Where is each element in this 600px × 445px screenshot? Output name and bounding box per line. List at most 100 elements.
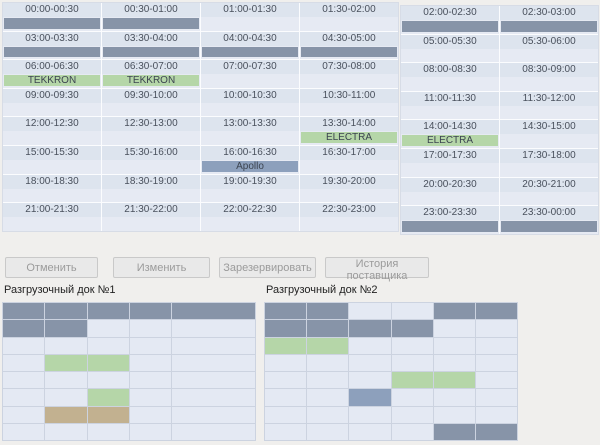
free-slot[interactable]: [500, 77, 598, 91]
booking-bar[interactable]: ELECTRA: [402, 135, 498, 146]
time-slot-label: 14:30-15:00: [500, 120, 598, 135]
free-slot[interactable]: [401, 77, 499, 91]
free-slot[interactable]: [3, 131, 101, 145]
mini-slot-free: [265, 372, 307, 389]
occupied-slot[interactable]: [501, 21, 597, 32]
time-slot-label: 03:30-04:00: [102, 31, 200, 46]
mini-slot-free: [265, 406, 307, 423]
dock-2-overview-grid[interactable]: [264, 302, 518, 441]
time-slot-label: 23:30-00:00: [500, 206, 598, 221]
time-slot-cell: 08:00-08:30: [401, 63, 499, 91]
free-slot[interactable]: [300, 189, 398, 203]
dock-1-overview-grid[interactable]: [2, 302, 256, 441]
free-slot[interactable]: [102, 217, 200, 231]
free-slot[interactable]: [102, 189, 200, 203]
mini-slot-occupied: [265, 320, 307, 337]
free-slot[interactable]: [401, 163, 499, 177]
free-slot[interactable]: [201, 103, 299, 117]
free-slot[interactable]: [102, 131, 200, 145]
time-slot-label: 11:30-12:00: [500, 91, 598, 106]
time-slot-cell: 19:00-19:30: [201, 174, 299, 203]
mini-slot-occupied: [129, 303, 172, 320]
free-slot[interactable]: [500, 106, 598, 120]
edit-button[interactable]: Изменить: [113, 257, 210, 278]
free-slot[interactable]: [201, 17, 299, 31]
occupied-slot[interactable]: [103, 46, 199, 58]
free-slot[interactable]: [500, 134, 598, 148]
cancel-button[interactable]: Отменить: [5, 257, 98, 278]
time-slot-cell: 10:30-11:00: [300, 88, 398, 117]
time-slot-label: 10:30-11:00: [300, 88, 398, 103]
free-slot[interactable]: [500, 192, 598, 206]
time-slot-cell: 05:30-06:00: [500, 34, 598, 63]
free-slot[interactable]: [300, 74, 398, 88]
occupied-slot[interactable]: [301, 46, 397, 58]
free-slot[interactable]: [401, 192, 499, 206]
free-slot[interactable]: [500, 49, 598, 63]
mini-slot-green: [433, 372, 475, 389]
time-slot-label: 13:30-14:00: [300, 117, 398, 132]
free-slot[interactable]: [500, 163, 598, 177]
occupied-slot[interactable]: [4, 18, 100, 29]
time-slot-cell: 01:00-01:30: [201, 3, 299, 31]
occupied-slot[interactable]: [402, 21, 498, 32]
occupied-slot[interactable]: [103, 18, 199, 29]
time-slot-cell: 07:30-08:00: [300, 60, 398, 88]
free-slot[interactable]: [3, 217, 101, 231]
mini-slot-free: [265, 354, 307, 371]
mini-slot-green: [307, 337, 349, 354]
time-slot-cell: 20:00-20:30: [401, 177, 499, 206]
time-slot-label: 21:00-21:30: [3, 203, 101, 218]
free-slot[interactable]: [201, 74, 299, 88]
occupied-slot[interactable]: [4, 46, 100, 58]
mini-slot-free: [172, 423, 255, 440]
time-slot-label: 01:00-01:30: [201, 3, 299, 17]
booking-bar[interactable]: TEKKRON: [4, 75, 100, 86]
free-slot[interactable]: [300, 17, 398, 31]
time-slot-label: 05:00-05:30: [401, 34, 499, 49]
time-slot-cell: 21:00-21:30: [3, 203, 101, 231]
free-slot[interactable]: [3, 103, 101, 117]
mini-slot-free: [129, 337, 172, 354]
mini-slot-free: [307, 423, 349, 440]
free-slot[interactable]: [102, 160, 200, 174]
free-slot[interactable]: [401, 49, 499, 63]
mini-slot-free: [87, 320, 129, 337]
time-slot-cell: 07:00-07:30: [201, 60, 299, 88]
free-slot[interactable]: [300, 160, 398, 174]
free-slot[interactable]: [300, 217, 398, 231]
free-slot[interactable]: [401, 106, 499, 120]
booking-bar[interactable]: Apollo: [202, 160, 298, 172]
free-slot[interactable]: [300, 103, 398, 117]
booking-bar[interactable]: TEKKRON: [103, 75, 199, 86]
occupied-slot[interactable]: [402, 221, 498, 232]
free-slot[interactable]: [201, 131, 299, 145]
mini-slot-free: [265, 423, 307, 440]
time-slot-label: 22:00-22:30: [201, 203, 299, 218]
time-slot-label: 07:30-08:00: [300, 60, 398, 75]
occupied-slot[interactable]: [202, 46, 298, 58]
mini-slot-free: [433, 320, 475, 337]
mini-slot-tan: [87, 406, 129, 423]
reserve-button[interactable]: Зарезервировать: [219, 257, 316, 278]
time-slot-label: 09:30-10:00: [102, 88, 200, 103]
time-slot-cell: 02:30-03:00: [500, 6, 598, 34]
free-slot[interactable]: [3, 189, 101, 203]
occupied-slot[interactable]: [501, 221, 597, 232]
free-slot[interactable]: [201, 189, 299, 203]
mini-slot-free: [475, 406, 517, 423]
mini-slot-free: [433, 406, 475, 423]
time-slot-cell: 13:00-13:30: [201, 117, 299, 145]
booking-bar[interactable]: ELECTRA: [301, 132, 397, 143]
time-slot-cell: 10:00-10:30: [201, 88, 299, 117]
free-slot[interactable]: [102, 103, 200, 117]
free-slot[interactable]: [201, 217, 299, 231]
time-slot-cell: 06:00-06:30 TEKKRON: [3, 60, 101, 88]
mini-slot-free: [349, 423, 391, 440]
mini-slot-free: [172, 372, 255, 389]
mini-slot-free: [265, 389, 307, 406]
free-slot[interactable]: [3, 160, 101, 174]
time-slot-label: 00:30-01:00: [102, 3, 200, 17]
mini-slot-free: [129, 372, 172, 389]
supplier-history-button[interactable]: История поставщика: [325, 257, 429, 282]
